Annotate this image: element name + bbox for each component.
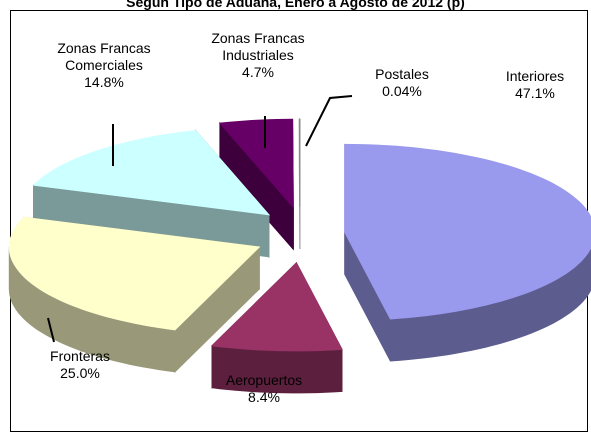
value-label: 47.1% (515, 85, 555, 101)
slice (32, 130, 271, 216)
slice (344, 143, 591, 320)
slice-label: Aeropuertos 8.4% (226, 372, 302, 406)
category-label: Fronteras (50, 348, 110, 364)
leader-line (305, 95, 353, 147)
category-label: Zonas Francas Comerciales (57, 40, 151, 73)
slice (298, 118, 301, 208)
slice-label: Fronteras 25.0% (50, 348, 110, 382)
value-label: 0.04% (382, 83, 422, 99)
leader-lines (47, 95, 353, 343)
category-label: Zonas Francas Industriales (211, 30, 305, 63)
value-label: 14.8% (84, 74, 124, 90)
slice (8, 216, 261, 331)
slice-label: Zonas Francas Industriales 4.7% (208, 30, 308, 81)
value-label: 25.0% (60, 365, 100, 381)
slice (210, 262, 343, 352)
category-label: Postales (375, 66, 429, 82)
slice (218, 118, 294, 209)
slice-label: Zonas Francas Comerciales 14.8% (54, 40, 154, 91)
value-label: 4.7% (242, 64, 274, 80)
value-label: 8.4% (248, 389, 280, 405)
slice-label: Postales 0.04% (375, 66, 429, 100)
category-label: Interiores (505, 68, 565, 84)
leader-line (47, 317, 55, 343)
slice-label: Interiores 47.1% (506, 68, 564, 102)
pie (8, 118, 591, 394)
chart-title: Según Tipo de Aduana, Enero a Agosto de … (126, 0, 465, 10)
category-label: Aeropuertos (225, 372, 303, 388)
